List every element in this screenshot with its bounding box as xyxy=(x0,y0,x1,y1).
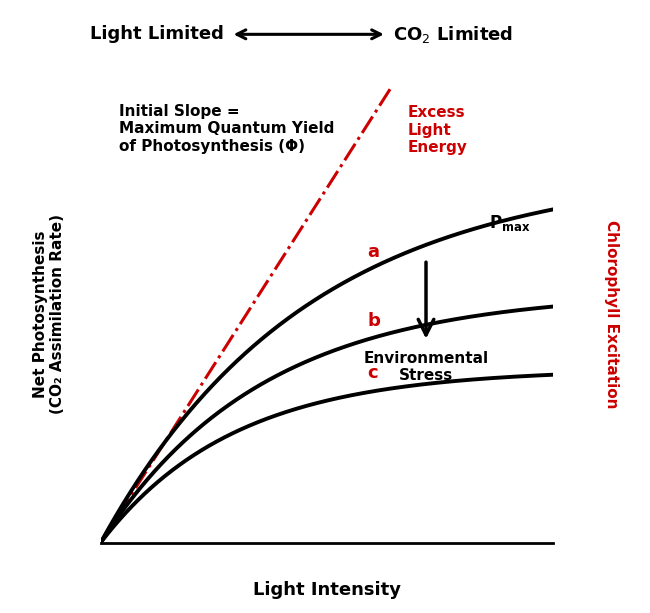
Text: Light Intensity: Light Intensity xyxy=(253,581,400,600)
Text: b: b xyxy=(367,311,380,330)
Text: Environmental
Stress: Environmental Stress xyxy=(363,351,489,383)
Text: Chlorophyll Excitation: Chlorophyll Excitation xyxy=(604,220,619,408)
Text: CO$_2$ Limited: CO$_2$ Limited xyxy=(393,24,514,45)
Text: a: a xyxy=(367,243,380,261)
Text: Initial Slope =
Maximum Quantum Yield
of Photosynthesis (Φ): Initial Slope = Maximum Quantum Yield of… xyxy=(119,104,334,154)
Text: Net Photosynthesis
(CO₂ Assimilation Rate): Net Photosynthesis (CO₂ Assimilation Rat… xyxy=(32,214,65,414)
Text: P$_{\mathbf{max}}$: P$_{\mathbf{max}}$ xyxy=(489,213,531,233)
Text: Light Limited: Light Limited xyxy=(90,25,224,44)
Text: c: c xyxy=(367,364,378,382)
Text: Excess
Light
Energy: Excess Light Energy xyxy=(408,105,468,155)
